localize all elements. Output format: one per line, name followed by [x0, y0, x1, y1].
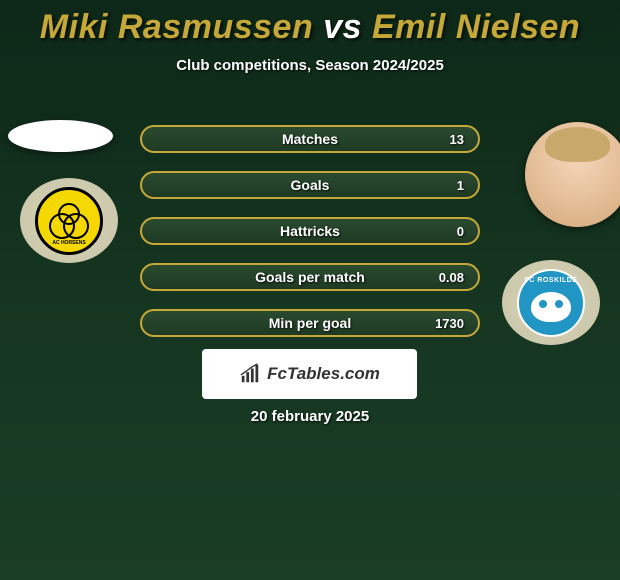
stat-row-hattricks: Hattricks 0	[140, 217, 480, 245]
player2-name: Emil Nielsen	[372, 8, 580, 46]
stat-label: Hattricks	[280, 223, 340, 239]
stat-label: Goals per match	[255, 269, 365, 285]
stat-row-goals: Goals 1	[140, 171, 480, 199]
brand-box: FcTables.com	[202, 349, 417, 399]
player1-name: Miki Rasmussen	[40, 8, 313, 46]
comparison-title: Miki Rasmussen vs Emil Nielsen	[0, 0, 620, 47]
date-text: 20 february 2025	[0, 408, 620, 425]
player1-avatar	[8, 120, 113, 152]
stats-container: Matches 13 Goals 1 Hattricks 0 Goals per…	[140, 125, 480, 355]
club2-badge: FC ROSKILDE	[502, 260, 600, 345]
stat-value-right: 0	[457, 224, 464, 239]
player2-avatar	[525, 122, 620, 227]
stat-label: Matches	[282, 131, 338, 147]
stat-value-right: 1	[457, 178, 464, 193]
stat-row-mpg: Min per goal 1730	[140, 309, 480, 337]
brand-text: FcTables.com	[267, 364, 380, 384]
club1-badge: AC HORSENS	[20, 178, 118, 263]
chart-icon	[239, 363, 261, 385]
season-subtitle: Club competitions, Season 2024/2025	[0, 57, 620, 74]
stat-label: Goals	[291, 177, 330, 193]
stat-label: Min per goal	[269, 315, 351, 331]
stat-value-right: 0.08	[439, 270, 464, 285]
stat-value-right: 13	[450, 132, 464, 147]
club1-name: AC HORSENS	[38, 240, 100, 246]
stat-value-right: 1730	[435, 316, 464, 331]
stat-row-matches: Matches 13	[140, 125, 480, 153]
stat-row-gpm: Goals per match 0.08	[140, 263, 480, 291]
vs-text: vs	[323, 8, 362, 46]
club2-name: FC ROSKILDE	[525, 277, 578, 284]
